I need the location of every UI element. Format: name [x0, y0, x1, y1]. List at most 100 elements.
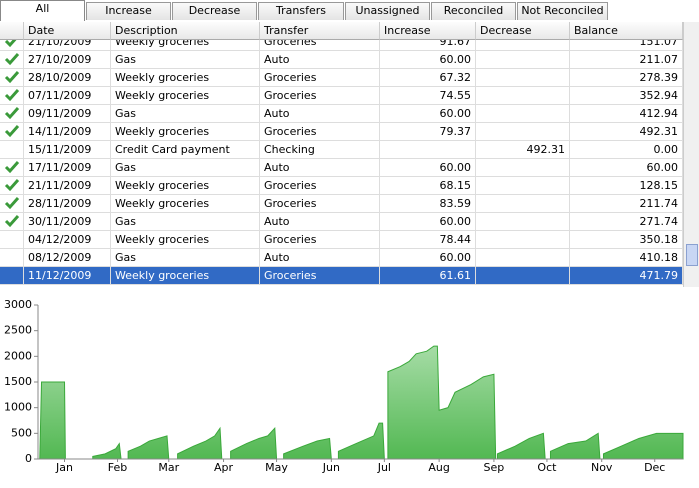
- table-cell[interactable]: [476, 40, 570, 51]
- table-cell[interactable]: 11/12/2009: [24, 267, 111, 285]
- table-cell[interactable]: 60.00: [380, 105, 476, 123]
- reconciled-cell[interactable]: [0, 249, 24, 267]
- reconciled-cell[interactable]: [0, 87, 24, 105]
- table-cell[interactable]: Groceries: [260, 177, 380, 195]
- table-cell[interactable]: [476, 177, 570, 195]
- table-cell[interactable]: 211.07: [570, 51, 683, 69]
- reconciled-cell[interactable]: [0, 159, 24, 177]
- table-cell[interactable]: 278.39: [570, 69, 683, 87]
- reconciled-cell[interactable]: [0, 51, 24, 69]
- table-cell[interactable]: 09/11/2009: [24, 105, 111, 123]
- table-cell[interactable]: Weekly groceries: [111, 267, 260, 285]
- table-cell[interactable]: 61.61: [380, 267, 476, 285]
- tab[interactable]: All: [0, 0, 85, 21]
- table-cell[interactable]: [476, 231, 570, 249]
- table-cell[interactable]: 74.55: [380, 87, 476, 105]
- reconciled-cell[interactable]: [0, 213, 24, 231]
- table-cell[interactable]: 79.37: [380, 123, 476, 141]
- column-header[interactable]: Date: [24, 22, 111, 40]
- table-cell[interactable]: 07/11/2009: [24, 87, 111, 105]
- reconciled-cell[interactable]: [0, 177, 24, 195]
- table-cell[interactable]: Auto: [260, 249, 380, 267]
- tab[interactable]: Unassigned: [345, 2, 430, 20]
- table-cell[interactable]: [476, 249, 570, 267]
- scroll-thumb[interactable]: [686, 244, 698, 266]
- table-cell[interactable]: 471.79: [570, 267, 683, 285]
- table-cell[interactable]: [476, 267, 570, 285]
- table-cell[interactable]: [476, 105, 570, 123]
- table-cell[interactable]: 14/11/2009: [24, 123, 111, 141]
- table-cell[interactable]: 412.94: [570, 105, 683, 123]
- table-cell[interactable]: 28/11/2009: [24, 195, 111, 213]
- reconciled-cell[interactable]: [0, 231, 24, 249]
- reconciled-cell[interactable]: [0, 267, 24, 285]
- column-header[interactable]: Increase: [380, 22, 476, 40]
- tab[interactable]: Transfers: [258, 2, 344, 20]
- table-cell[interactable]: Weekly groceries: [111, 40, 260, 51]
- table-cell[interactable]: Auto: [260, 105, 380, 123]
- table-cell[interactable]: Auto: [260, 159, 380, 177]
- column-header[interactable]: Decrease: [476, 22, 570, 40]
- reconciled-cell[interactable]: [0, 69, 24, 87]
- reconciled-cell[interactable]: [0, 195, 24, 213]
- table-cell[interactable]: Weekly groceries: [111, 69, 260, 87]
- tab[interactable]: Increase: [86, 2, 171, 20]
- table-cell[interactable]: 30/11/2009: [24, 213, 111, 231]
- table-cell[interactable]: 271.74: [570, 213, 683, 231]
- table-cell[interactable]: Weekly groceries: [111, 195, 260, 213]
- table-cell[interactable]: 91.67: [380, 40, 476, 51]
- table-cell[interactable]: 60.00: [570, 159, 683, 177]
- table-cell[interactable]: Groceries: [260, 267, 380, 285]
- table-cell[interactable]: [476, 159, 570, 177]
- table-cell[interactable]: 60.00: [380, 51, 476, 69]
- reconciled-cell[interactable]: [0, 105, 24, 123]
- table-cell[interactable]: Auto: [260, 51, 380, 69]
- table-cell[interactable]: 67.32: [380, 69, 476, 87]
- table-cell[interactable]: Gas: [111, 249, 260, 267]
- table-cell[interactable]: 350.18: [570, 231, 683, 249]
- table-cell[interactable]: [476, 195, 570, 213]
- column-header[interactable]: Description: [111, 22, 260, 40]
- table-cell[interactable]: 60.00: [380, 159, 476, 177]
- table-cell[interactable]: 410.18: [570, 249, 683, 267]
- table-cell[interactable]: Credit Card payment: [111, 141, 260, 159]
- table-cell[interactable]: 60.00: [380, 213, 476, 231]
- table-cell[interactable]: 0.00: [570, 141, 683, 159]
- table-cell[interactable]: 21/10/2009: [24, 40, 111, 51]
- table-cell[interactable]: Auto: [260, 213, 380, 231]
- table-cell[interactable]: Weekly groceries: [111, 123, 260, 141]
- table-cell[interactable]: Weekly groceries: [111, 87, 260, 105]
- table-cell[interactable]: Weekly groceries: [111, 177, 260, 195]
- table-cell[interactable]: [476, 51, 570, 69]
- table-cell[interactable]: Groceries: [260, 123, 380, 141]
- tab[interactable]: Not Reconciled: [517, 2, 608, 20]
- table-cell[interactable]: 04/12/2009: [24, 231, 111, 249]
- table-cell[interactable]: Checking: [260, 141, 380, 159]
- table-cell[interactable]: 60.00: [380, 249, 476, 267]
- table-cell[interactable]: Gas: [111, 51, 260, 69]
- table-cell[interactable]: Gas: [111, 213, 260, 231]
- reconciled-cell[interactable]: [0, 40, 24, 51]
- table-cell[interactable]: 83.59: [380, 195, 476, 213]
- table-cell[interactable]: 68.15: [380, 177, 476, 195]
- table-cell[interactable]: 492.31: [476, 141, 570, 159]
- tab[interactable]: Reconciled: [431, 2, 516, 20]
- column-header[interactable]: Balance: [570, 22, 683, 40]
- table-cell[interactable]: 151.07: [570, 40, 683, 51]
- table-cell[interactable]: Groceries: [260, 231, 380, 249]
- table-cell[interactable]: 08/12/2009: [24, 249, 111, 267]
- table-cell[interactable]: 78.44: [380, 231, 476, 249]
- table-cell[interactable]: 492.31: [570, 123, 683, 141]
- table-cell[interactable]: Gas: [111, 105, 260, 123]
- scrollbar[interactable]: [683, 22, 699, 287]
- table-cell[interactable]: Groceries: [260, 40, 380, 51]
- table-cell[interactable]: Weekly groceries: [111, 231, 260, 249]
- table-cell[interactable]: 211.74: [570, 195, 683, 213]
- table-cell[interactable]: [476, 213, 570, 231]
- table-cell[interactable]: Groceries: [260, 69, 380, 87]
- table-cell[interactable]: 128.15: [570, 177, 683, 195]
- table-cell[interactable]: 17/11/2009: [24, 159, 111, 177]
- table-cell[interactable]: [476, 69, 570, 87]
- reconciled-cell[interactable]: [0, 123, 24, 141]
- table-cell[interactable]: Gas: [111, 159, 260, 177]
